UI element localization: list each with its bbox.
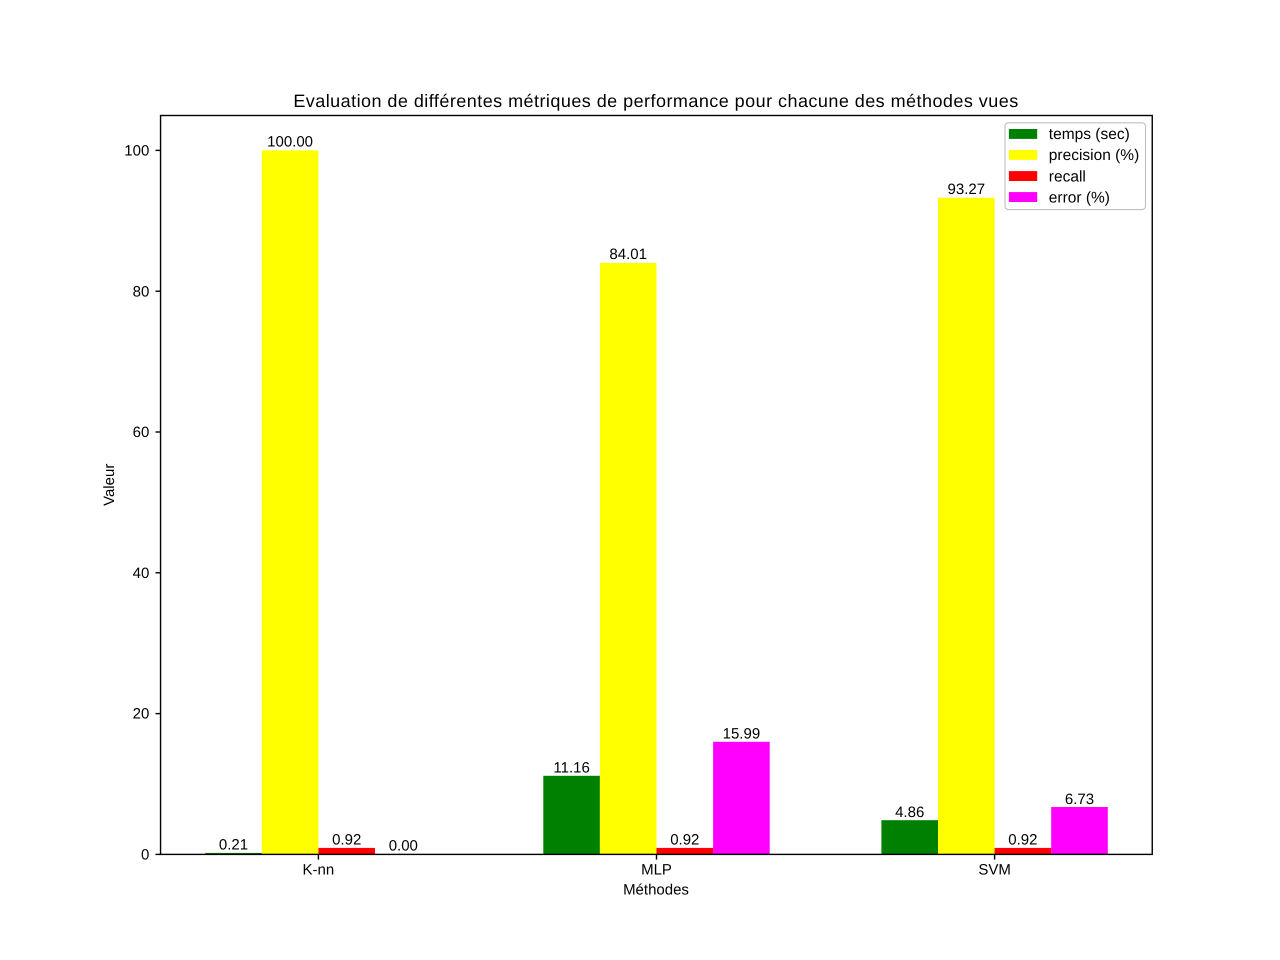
svg-text:MLP: MLP: [641, 861, 672, 878]
svg-text:20: 20: [133, 706, 150, 723]
svg-text:0.92: 0.92: [670, 832, 699, 849]
svg-text:SVM: SVM: [978, 861, 1011, 878]
svg-text:4.86: 4.86: [895, 804, 924, 821]
svg-text:Méthodes: Méthodes: [623, 882, 689, 899]
svg-text:precision (%): precision (%): [1049, 147, 1139, 164]
svg-text:100: 100: [124, 143, 149, 160]
svg-text:40: 40: [133, 565, 150, 582]
svg-text:100.00: 100.00: [267, 133, 313, 150]
svg-text:84.01: 84.01: [609, 246, 647, 263]
svg-text:0.92: 0.92: [1008, 832, 1037, 849]
svg-text:15.99: 15.99: [723, 726, 761, 743]
svg-text:0: 0: [141, 847, 149, 864]
svg-text:60: 60: [133, 424, 150, 441]
svg-text:Valeur: Valeur: [101, 464, 118, 506]
svg-text:Evaluation de différentes métr: Evaluation de différentes métriques de p…: [293, 91, 1018, 111]
svg-text:11.16: 11.16: [553, 760, 589, 777]
svg-text:recall: recall: [1049, 168, 1086, 185]
svg-text:error (%): error (%): [1049, 189, 1110, 206]
svg-text:93.27: 93.27: [948, 181, 986, 198]
svg-text:0.21: 0.21: [219, 837, 248, 854]
svg-text:0.00: 0.00: [389, 837, 418, 854]
svg-text:6.73: 6.73: [1065, 791, 1094, 808]
svg-text:80: 80: [133, 283, 150, 300]
svg-text:K-nn: K-nn: [303, 861, 335, 878]
svg-text:0.92: 0.92: [332, 832, 361, 849]
svg-text:temps (sec): temps (sec): [1049, 126, 1130, 143]
